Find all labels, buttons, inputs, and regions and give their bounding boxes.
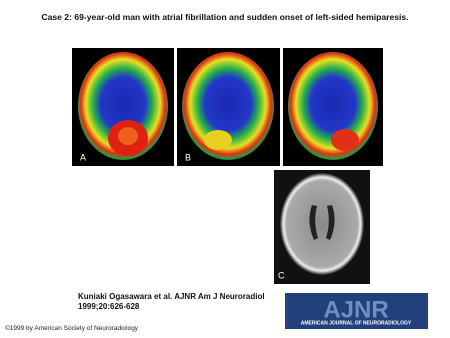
spect-image-c: [283, 48, 383, 166]
panel-label: C: [278, 270, 285, 280]
citation: Kuniaki Ogasawara et al. AJNR Am J Neuro…: [78, 292, 265, 301]
spect-image-b: B: [177, 48, 280, 166]
spect-image-a: A: [72, 48, 174, 166]
panel-label: B: [185, 152, 191, 162]
logo-subtitle: AMERICAN JOURNAL OF NEURORADIOLOGY: [301, 320, 412, 326]
citation: 1999;20:626-628: [78, 302, 140, 311]
copyright: ©1999 by American Society of Neuroradiol…: [5, 325, 139, 332]
journal-logo: AJNR AMERICAN JOURNAL OF NEURORADIOLOGY: [285, 293, 428, 329]
slide-title: Case 2: 69-year-old man with atrial fibr…: [41, 12, 409, 22]
logo-name: AJNR: [323, 296, 388, 323]
panel-label: A: [80, 152, 86, 162]
ct-image: C: [274, 170, 370, 284]
